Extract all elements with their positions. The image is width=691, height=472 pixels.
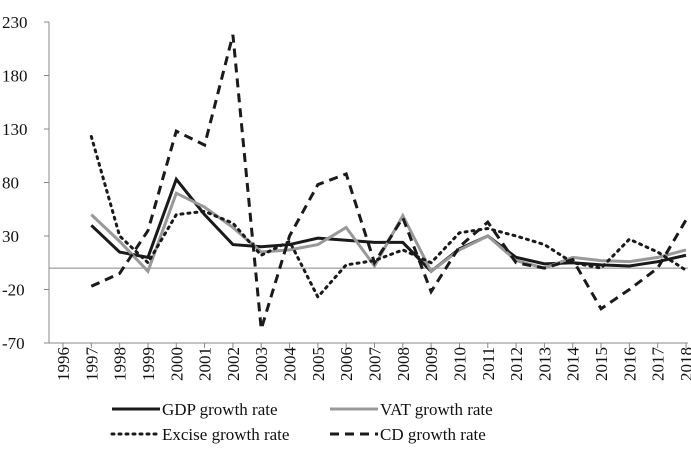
x-tick-label: 2009 — [422, 347, 441, 381]
x-tick-label: 1996 — [54, 347, 73, 381]
series-line — [90, 34, 688, 330]
y-tick-label: -70 — [2, 334, 25, 353]
y-tick-label: 30 — [2, 227, 19, 246]
x-tick-label: 1998 — [111, 347, 130, 381]
x-tick-label: 2007 — [366, 347, 385, 382]
x-tick-label: 2008 — [394, 347, 413, 381]
x-tick-label: 2016 — [620, 347, 639, 381]
x-tick-label: 2011 — [479, 347, 498, 380]
x-tick-label: 2012 — [507, 347, 526, 381]
legend-label: CD growth rate — [380, 425, 486, 444]
x-tick-label: 1999 — [139, 347, 158, 381]
x-tick-label: 2006 — [337, 347, 356, 381]
x-tick-label: 2005 — [309, 347, 328, 381]
x-tick-label: 2004 — [281, 347, 300, 382]
x-tick-label: 2002 — [224, 347, 243, 381]
legend-label: Excise growth rate — [162, 425, 289, 444]
x-tick-label: 2018 — [677, 347, 691, 381]
x-tick-label: 2010 — [450, 347, 469, 381]
series-line — [90, 191, 687, 275]
y-tick-label: 180 — [2, 67, 28, 86]
x-tick-label: 2014 — [564, 347, 583, 382]
legend-label: VAT growth rate — [380, 400, 493, 419]
legend-label: GDP growth rate — [162, 400, 278, 419]
y-tick-label: -20 — [2, 281, 25, 300]
series-line — [90, 176, 687, 274]
y-tick-label: 130 — [2, 120, 28, 139]
y-tick-label: 80 — [2, 174, 19, 193]
x-tick-label: 2000 — [167, 347, 186, 381]
x-tick-label: 2015 — [592, 347, 611, 381]
x-tick-label: 1997 — [82, 347, 101, 382]
x-tick-label: 2001 — [196, 347, 215, 381]
series-line — [89, 134, 688, 300]
x-tick-label: 2017 — [649, 347, 668, 382]
x-tick-label: 2003 — [252, 347, 271, 381]
y-tick-label: 230 — [2, 13, 28, 32]
x-tick-label: 2013 — [535, 347, 554, 381]
